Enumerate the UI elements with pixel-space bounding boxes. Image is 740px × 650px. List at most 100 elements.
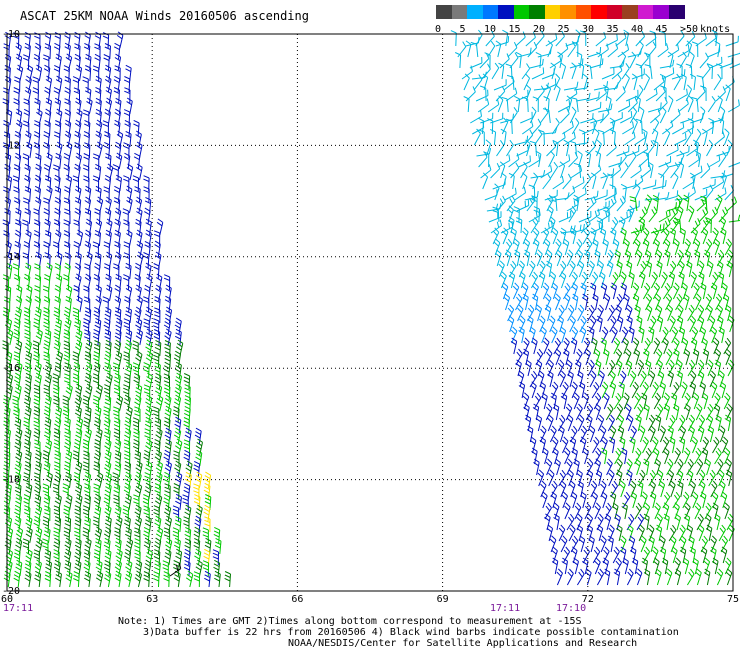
- wind-barb: [34, 493, 42, 511]
- wind-barb: [22, 219, 29, 235]
- wind-barb: [482, 172, 489, 190]
- wind-barb: [65, 383, 73, 401]
- wind-barb: [154, 417, 162, 434]
- wind-barb: [153, 438, 161, 456]
- wind-barb: [716, 568, 724, 586]
- wind-barb: [569, 480, 576, 498]
- wind-barb: [64, 438, 72, 456]
- wind-barb: [590, 480, 598, 498]
- wind-barb: [609, 117, 616, 135]
- wind-barb: [559, 370, 566, 388]
- wind-barb: [103, 526, 112, 544]
- wind-barb: [34, 97, 41, 115]
- wind-barb: [53, 428, 61, 445]
- wind-barb: [44, 120, 51, 137]
- wind-barb: [689, 370, 697, 388]
- wind-barb: [601, 67, 615, 80]
- wind-barb: [33, 417, 40, 434]
- legend-swatch: [482, 5, 499, 19]
- wind-barb: [635, 414, 642, 432]
- wind-barb: [53, 42, 61, 60]
- wind-barb: [104, 339, 112, 357]
- wind-barb: [551, 381, 559, 399]
- wind-barb: [74, 548, 82, 566]
- legend-swatch: [622, 5, 638, 19]
- wind-barb: [113, 482, 121, 500]
- wind-barb: [551, 546, 558, 564]
- wind-barb: [654, 414, 662, 432]
- wind-barb: [172, 406, 180, 423]
- wind-barb: [104, 43, 111, 60]
- wind-barb: [4, 285, 12, 302]
- wind-barb: [719, 216, 727, 234]
- wind-barb: [607, 304, 616, 322]
- wind-barb: [133, 119, 140, 137]
- wind-barb: [33, 53, 41, 71]
- wind-barb: [499, 53, 510, 69]
- wind-barb: [609, 370, 616, 388]
- wind-barb: [515, 217, 523, 234]
- wind-barb: [154, 537, 162, 555]
- wind-barb: [678, 326, 686, 344]
- wind-barb: [655, 304, 663, 322]
- wind-barb: [135, 218, 142, 236]
- wind-barb: [508, 260, 517, 278]
- wind-barb: [184, 384, 191, 401]
- wind-barb: [616, 359, 623, 377]
- wind-barb: [145, 548, 153, 566]
- wind-barb: [507, 41, 518, 58]
- legend-swatch: [575, 5, 592, 19]
- wind-barb: [656, 469, 664, 487]
- wind-barb: [616, 260, 623, 278]
- wind-barb: [690, 337, 698, 355]
- wind-barb: [143, 362, 150, 379]
- wind-barb: [659, 106, 667, 124]
- wind-barb: [529, 370, 538, 388]
- wind-barb: [13, 164, 21, 181]
- wind-barb: [106, 218, 113, 236]
- wind-barb: [115, 394, 124, 412]
- wind-barb: [184, 471, 192, 489]
- wind-barb: [588, 425, 596, 443]
- wind-barb: [609, 491, 617, 509]
- wind-barb: [84, 196, 92, 214]
- wind-barb: [594, 403, 601, 421]
- wind-barb: [93, 273, 100, 291]
- wind-barb: [620, 183, 627, 201]
- wind-barb: [145, 328, 153, 346]
- wind-barb: [182, 494, 189, 511]
- wind-barb: [718, 425, 726, 443]
- wind-barb: [164, 351, 172, 368]
- wind-barb: [525, 31, 536, 47]
- wind-barb: [655, 568, 662, 586]
- wind-barb: [572, 194, 580, 212]
- wind-barb: [531, 118, 542, 135]
- wind-barb: [44, 416, 52, 434]
- wind-barb: [652, 194, 659, 212]
- wind-barb: [636, 513, 645, 531]
- wind-barb: [83, 461, 90, 477]
- wind-barb: [653, 337, 661, 355]
- wind-barb: [672, 121, 685, 135]
- wind-barb: [635, 568, 643, 586]
- wind-barb: [95, 119, 103, 137]
- wind-barb: [667, 469, 675, 487]
- wind-barb: [125, 328, 133, 346]
- wind-barb: [538, 271, 546, 289]
- lon-label: 63: [146, 594, 158, 605]
- wind-barb: [694, 447, 702, 465]
- wind-barb: [535, 304, 542, 322]
- wind-barb: [550, 392, 557, 410]
- wind-barb: [83, 416, 90, 434]
- wind-barb: [701, 337, 708, 355]
- wind-barb: [578, 381, 586, 399]
- wind-barb: [94, 526, 102, 544]
- wind-barb: [698, 206, 709, 223]
- wind-barb: [32, 340, 40, 357]
- wind-barb: [2, 142, 10, 159]
- wind-barb: [94, 537, 102, 555]
- wind-barb: [23, 438, 31, 456]
- wind-barb: [714, 513, 721, 531]
- wind-barb: [537, 370, 545, 388]
- wind-barb: [506, 74, 515, 91]
